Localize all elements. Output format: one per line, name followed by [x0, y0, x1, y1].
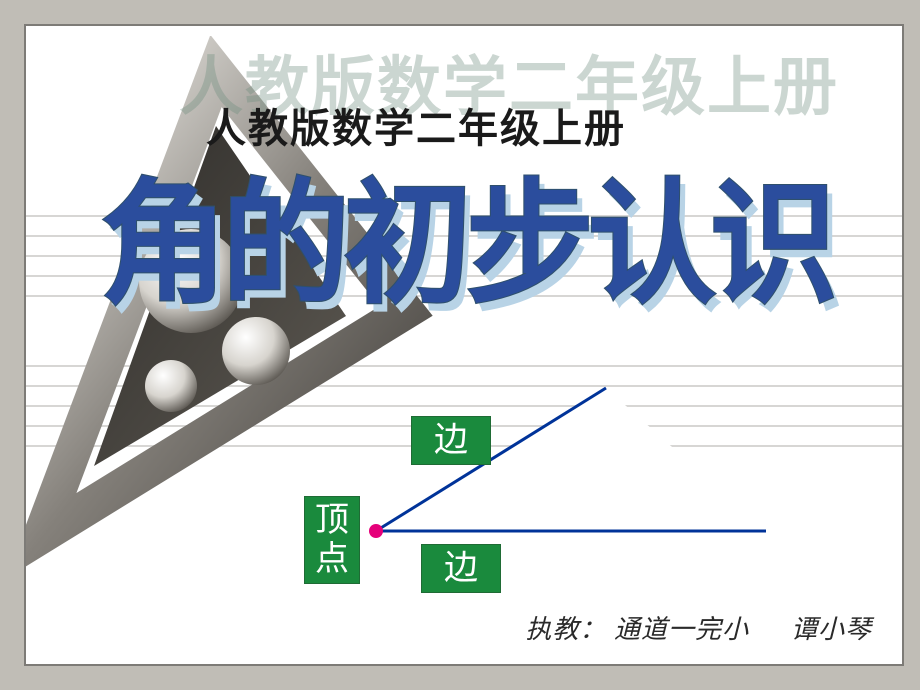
credit-teacher: 谭小琴: [791, 615, 872, 644]
svg-text:角的初步认识: 角的初步认识: [100, 172, 834, 320]
slide-frame: 人教版数学二年级上册 人教版数学二年级上册 角的初步认识 角的初步认识 边 顶 …: [0, 0, 920, 690]
label-side-1: 边: [411, 416, 491, 465]
credit-sep: [756, 615, 783, 644]
main-title: 角的初步认识 角的初步认识: [96, 154, 882, 324]
teacher-credit: 执教： 通道一完小 谭小琴: [525, 609, 872, 646]
label-side-2: 边: [421, 544, 501, 593]
label-vertex: 顶 点: [304, 496, 360, 584]
angle-diagram: [326, 381, 796, 641]
subtitle-text: 人教版数学二年级上册: [206, 96, 626, 154]
credit-school: 通道一完小: [614, 615, 749, 644]
credit-prefix: 执教：: [525, 615, 606, 644]
content-frame: 人教版数学二年级上册 人教版数学二年级上册 角的初步认识 角的初步认识 边 顶 …: [24, 24, 904, 666]
